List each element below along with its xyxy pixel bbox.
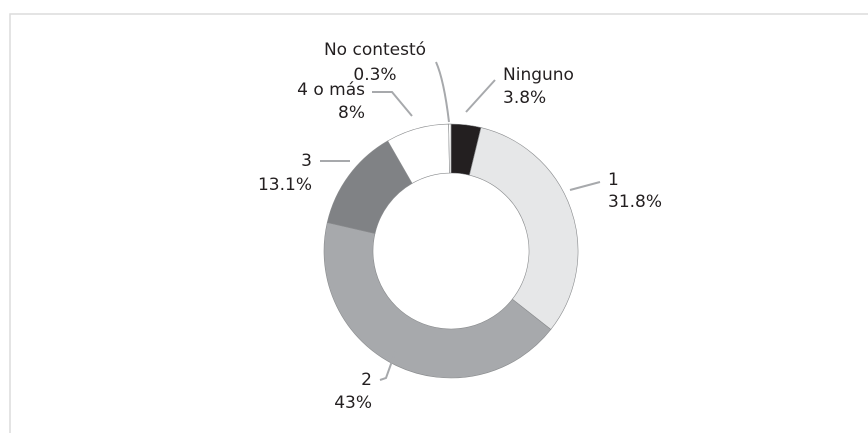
- value-label: 31.8%: [608, 192, 662, 212]
- value-label: 43%: [334, 393, 372, 413]
- donut-slice: [323, 222, 552, 379]
- value-label: 13.1%: [258, 175, 312, 195]
- leader-line: [372, 91, 413, 117]
- frame: [9, 13, 868, 433]
- slice-label: 3: [301, 151, 312, 171]
- slice-label: 4 o más: [297, 80, 365, 100]
- slice-label: No contestó: [324, 40, 426, 60]
- slice-label: 1: [608, 170, 619, 190]
- leader-line: [379, 349, 397, 381]
- slice-label: 2: [361, 370, 372, 390]
- leader-line: [465, 79, 496, 113]
- value-label: 0.3%: [353, 65, 396, 85]
- value-label: 8%: [338, 103, 365, 123]
- leader-line: [435, 61, 450, 123]
- value-label: 3.8%: [503, 88, 546, 108]
- leader-line: [569, 181, 601, 191]
- donut-slice: [469, 127, 579, 330]
- donut-slice: [448, 123, 452, 174]
- slice-label: Ninguno: [503, 65, 574, 85]
